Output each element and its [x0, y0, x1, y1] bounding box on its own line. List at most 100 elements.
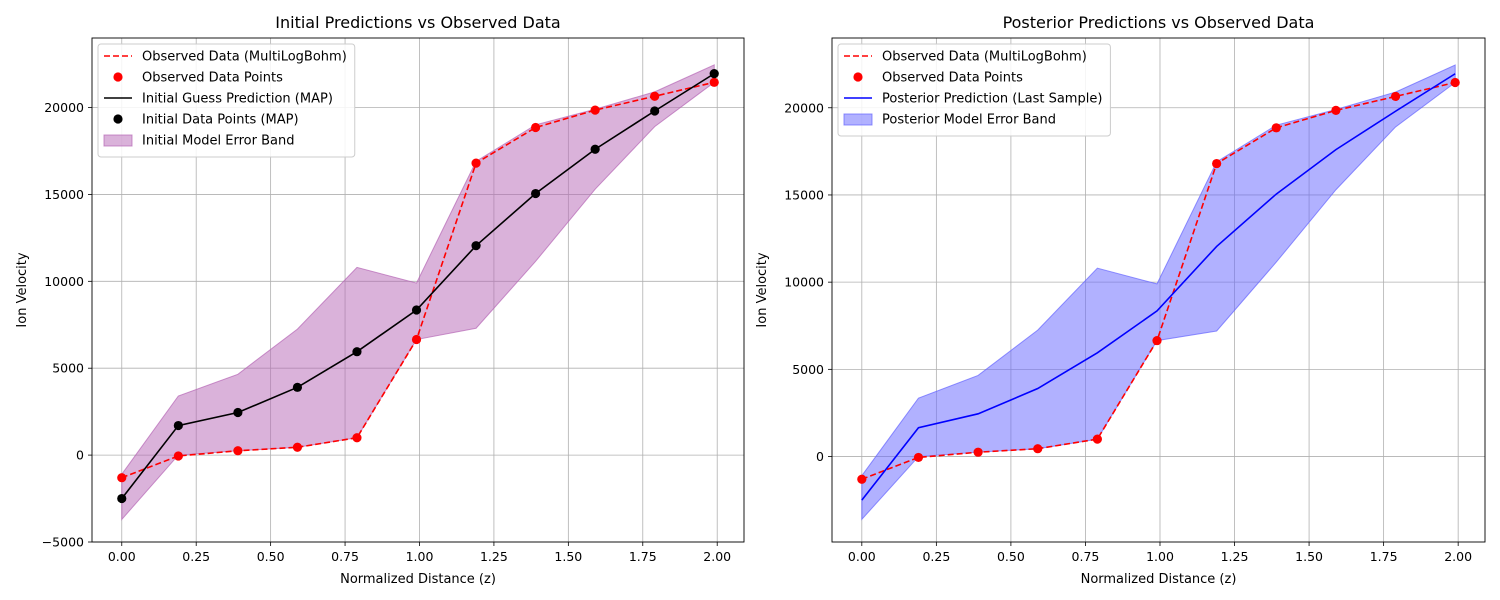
x-tick-label: 0.00 [108, 549, 136, 564]
legend-label: Posterior Prediction (Last Sample) [882, 92, 1102, 107]
data-point [1450, 77, 1460, 88]
legend-item: Initial Data Points (MAP) [113, 113, 299, 128]
data-point [1212, 158, 1222, 169]
legend-label: Observed Data Points [142, 71, 283, 86]
legend-label: Observed Data Points [882, 71, 1023, 86]
x-tick-label: 0.50 [257, 549, 285, 564]
data-point [352, 433, 362, 443]
initial-predictions-panel: 0.00 0.25 0.50 0.75 1.00 1.25 1.50 1.75 2.00 −500… [15, 13, 745, 587]
data-point [650, 91, 660, 101]
data-point [352, 347, 362, 357]
data-point [530, 122, 541, 133]
x-tick-label: 1.00 [1146, 549, 1174, 564]
legend: Observed Data (MultiLogBohm) Observed Dat… [837, 43, 1111, 137]
plot-area [117, 64, 719, 521]
y-tick-label: 20000 [44, 100, 84, 115]
legend-item: Posterior Prediction (Last Sample) [844, 92, 1102, 107]
legend-swatch-band [843, 113, 873, 126]
posterior-predictions-panel: 0.00 0.25 0.50 0.75 1.00 1.25 1.50 1.75 2.00 0 500… [755, 13, 1486, 587]
data-point [411, 334, 422, 345]
data-point [857, 474, 867, 484]
data-point [173, 451, 183, 461]
y-tick-label: 15000 [44, 187, 84, 202]
y-tick-label: 0 [76, 448, 84, 463]
axes-frame [91, 37, 745, 543]
x-tick-label: 0.25 [922, 549, 950, 564]
data-point [1152, 335, 1162, 346]
data-point [1033, 444, 1043, 454]
legend-label: Observed Data (MultiLogBohm) [142, 50, 347, 65]
legend-swatch-marker [113, 72, 123, 82]
data-point [590, 144, 600, 154]
x-tick-label: 0.25 [182, 549, 210, 564]
x-axis-label: Normalized Distance (z) [340, 572, 496, 587]
data-point [1390, 91, 1401, 102]
chart-title: Initial Predictions vs Observed Data [275, 13, 560, 32]
y-axis-label: Ion Velocity [755, 252, 770, 327]
chart-title: Posterior Predictions vs Observed Data [1003, 13, 1315, 32]
data-point [292, 442, 303, 452]
grid [832, 38, 1485, 542]
legend: Observed Data (MultiLogBohm) Observed Dat… [97, 43, 356, 158]
data-point [173, 420, 183, 431]
legend-item: Initial Model Error Band [103, 134, 294, 149]
data-point [411, 305, 422, 315]
legend-label: Observed Data (MultiLogBohm) [882, 50, 1087, 65]
x-tick-label: 1.50 [1295, 549, 1323, 564]
legend-item: Observed Data Points [853, 71, 1023, 86]
data-point [117, 493, 127, 504]
data-point [233, 407, 243, 418]
y-tick-label: 20000 [784, 100, 824, 115]
x-tick-label: 0.75 [1072, 549, 1100, 564]
data-point [1271, 123, 1281, 133]
x-axis-label: Normalized Distance (z) [1081, 572, 1237, 587]
data-point [1331, 105, 1341, 115]
data-point [709, 77, 719, 87]
legend-swatch-marker [853, 72, 863, 82]
legend-item: Initial Guess Prediction (MAP) [104, 92, 333, 107]
data-point [292, 382, 303, 392]
y-tick-label: 10000 [44, 274, 84, 289]
x-tick-label: 2.00 [703, 549, 731, 564]
prediction-line [861, 73, 1456, 501]
x-tick-label: 1.50 [554, 549, 582, 564]
data-point [709, 69, 719, 79]
y-tick-label: 5000 [52, 361, 84, 376]
legend-swatch-band [103, 134, 133, 147]
y-tick-label: −5000 [42, 535, 84, 550]
legend-item: Posterior Model Error Band [843, 113, 1056, 128]
legend-swatch-marker [113, 114, 123, 124]
axes-frame [831, 37, 1486, 543]
plot-area [857, 64, 1460, 521]
legend-item: Observed Data (MultiLogBohm) [844, 50, 1087, 65]
y-tick-label: 15000 [784, 187, 824, 202]
x-tick-label: 1.00 [406, 549, 434, 564]
x-tick-label: 1.25 [1221, 549, 1249, 564]
data-point [233, 446, 243, 456]
legend-box [97, 43, 356, 158]
data-point [1092, 434, 1102, 444]
x-tick-label: 0.00 [848, 549, 876, 564]
x-tick-label: 2.00 [1444, 549, 1472, 564]
legend-label: Initial Guess Prediction (MAP) [142, 92, 333, 107]
y-tick-label: 5000 [792, 362, 824, 377]
x-tick-label: 0.75 [331, 549, 359, 564]
data-point [471, 241, 481, 251]
y-tick-label: 0 [816, 449, 824, 464]
x-tick-label: 1.75 [1370, 549, 1398, 564]
legend-item: Observed Data (MultiLogBohm) [104, 50, 347, 65]
legend-label: Initial Data Points (MAP) [142, 113, 299, 128]
x-tick-label: 1.75 [629, 549, 657, 564]
data-point [471, 158, 481, 168]
data-point [973, 447, 983, 457]
data-point [590, 105, 600, 115]
x-tick-label: 1.25 [480, 549, 508, 564]
legend-label: Initial Model Error Band [142, 134, 294, 149]
data-point [117, 473, 127, 483]
legend-label: Posterior Model Error Band [882, 113, 1056, 128]
legend-item: Observed Data Points [113, 71, 283, 86]
y-axis-label: Ion Velocity [15, 252, 30, 327]
data-point [530, 188, 541, 199]
data-point [913, 452, 924, 463]
